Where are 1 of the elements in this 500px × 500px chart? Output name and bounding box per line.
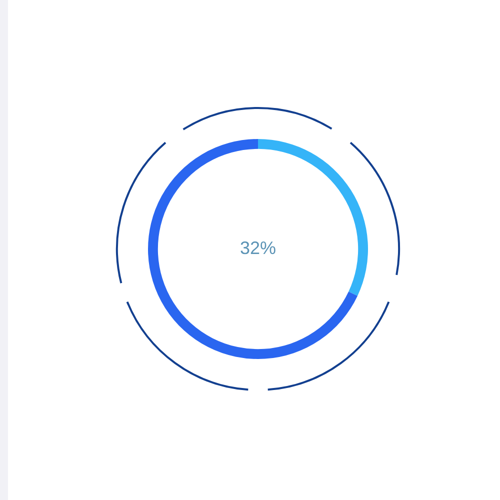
text: 32% <box>240 238 276 258</box>
